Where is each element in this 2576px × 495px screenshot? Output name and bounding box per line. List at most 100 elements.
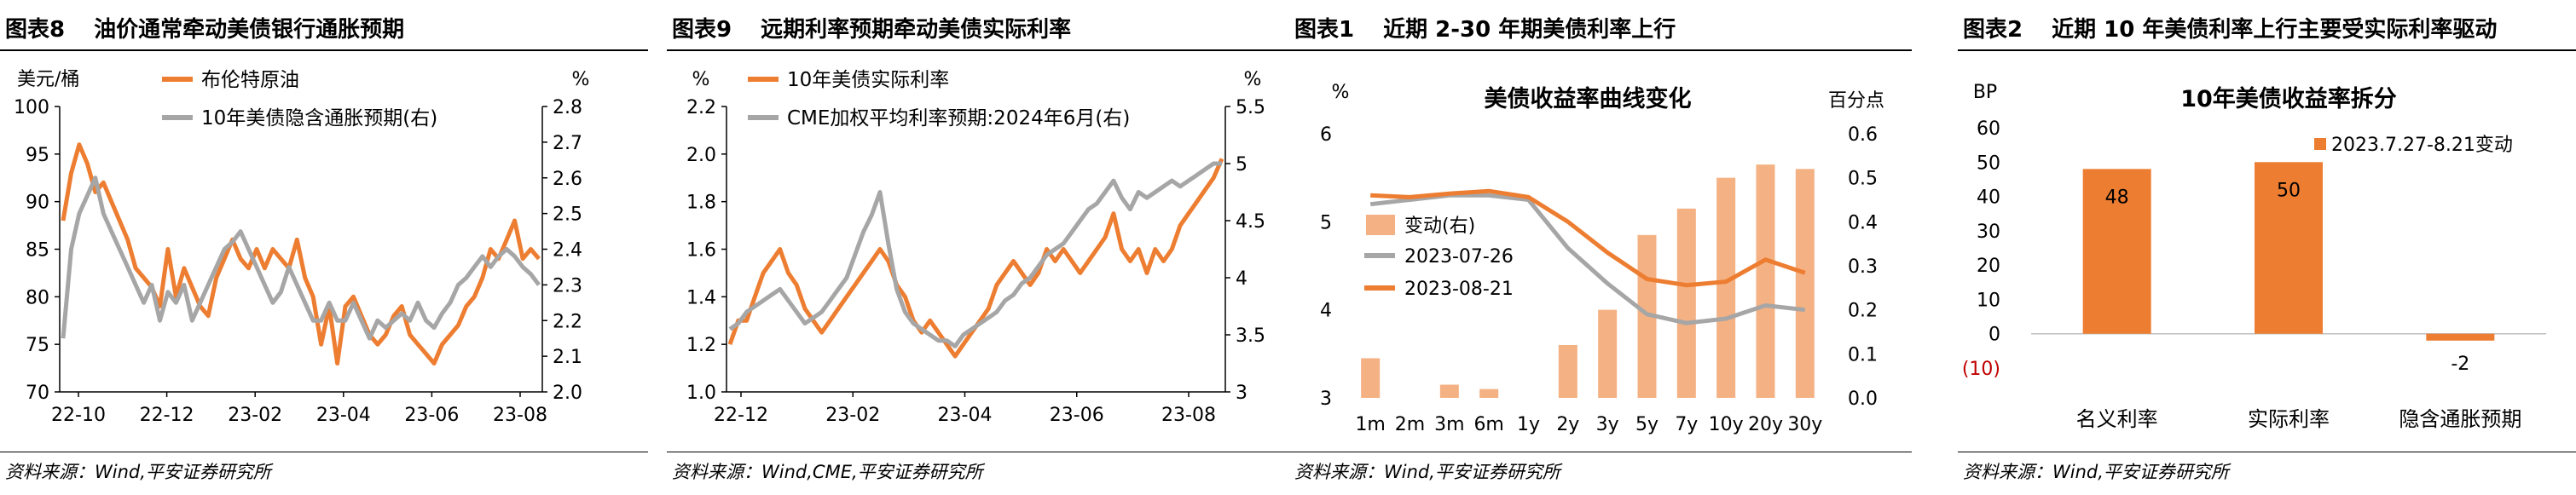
- x-category-label: 20y: [1748, 414, 1783, 435]
- series-line-1: [61, 176, 541, 341]
- chart-real-rate-vs-cme: 1.0 1.2 1.4 1.6 1.8 2.0 2.2 3 3.5 4 4.5 5 5.5% % 22-12…: [686, 69, 1265, 426]
- x-category-label: 2m: [1395, 414, 1425, 435]
- left-tick-label: 2.0: [686, 145, 716, 166]
- right-tick-label: 0.5: [1848, 169, 1878, 190]
- y-tick-label: 60: [1977, 118, 2000, 140]
- figure-title: 图表1 近期 2-30 年期美债利率上行: [1294, 17, 1676, 43]
- right-tick-label: 2.3: [553, 275, 582, 296]
- x-category-label: 1y: [1517, 414, 1540, 435]
- right-tick-label: 2.1: [553, 347, 582, 368]
- x-category-label: 实际利率: [2248, 407, 2330, 431]
- right-tick-label: 0.3: [1848, 256, 1878, 278]
- right-tick-label: 4.5: [1236, 211, 1265, 233]
- title-rule: [667, 49, 1289, 51]
- source-note: 资料来源：Wind,CME,平安证券研究所: [672, 462, 983, 482]
- bar-value-label: 50: [2277, 180, 2301, 201]
- left-tick-label: 1.4: [686, 287, 716, 308]
- title-rule: [1958, 49, 2576, 51]
- bar-change: [1479, 389, 1499, 398]
- x-tick-label: 23-06: [404, 405, 459, 426]
- right-unit-label: %: [1244, 69, 1262, 90]
- chart-title: 美债收益率曲线变化: [1485, 85, 1692, 112]
- panel-oil-inflation: 图表8 油价通常牵动美债银行通胀预期 70 75 80 85 90 95 100 2.0 2.1 2…: [0, 0, 648, 495]
- right-tick-label: 2.4: [553, 240, 582, 262]
- left-tick-label: 75: [26, 335, 49, 356]
- right-unit-label: 百分点: [1828, 90, 1884, 112]
- chart-oil-vs-breakeven: 70 75 80 85 90 95 100 2.0 2.1 2.2 2.3 2.4 2.5 2.6 2.7 2…: [14, 69, 590, 426]
- left-tick-label: 1.8: [686, 193, 716, 214]
- bar-change: [1361, 358, 1381, 398]
- figure-title: 图表9 远期利率预期牵动美债实际利率: [672, 17, 1072, 43]
- right-tick-label: 5: [1236, 154, 1247, 176]
- y-tick-label: (10): [1962, 359, 2000, 380]
- legend-label-0: 布伦特原油: [201, 69, 299, 91]
- right-unit-label: %: [572, 69, 590, 90]
- right-tick-label: 2.6: [553, 169, 582, 190]
- x-category-label: 7y: [1675, 414, 1698, 435]
- figure-title: 图表8 油价通常牵动美债银行通胀预期: [5, 17, 405, 43]
- y-tick-label: 40: [1977, 187, 2000, 209]
- bar-1: [2255, 162, 2323, 334]
- right-tick-label: 4: [1236, 268, 1247, 290]
- y-tick-label: 10: [1977, 290, 2000, 311]
- source-note: 资料来源：Wind,平安证券研究所: [5, 462, 271, 482]
- right-tick-label: 0.0: [1848, 389, 1878, 410]
- bar-2: [2426, 333, 2495, 341]
- chart-title: 10年美债收益率拆分: [2180, 85, 2397, 112]
- right-tick-label: 0.2: [1848, 301, 1878, 322]
- legend-label-0: 变动(右): [1404, 216, 1475, 237]
- legend-swatch-0: [1366, 215, 1395, 235]
- right-tick-label: 2.0: [553, 383, 582, 404]
- x-category-label: 隐含通胀预期: [2399, 407, 2521, 431]
- x-tick-label: 23-02: [228, 405, 282, 426]
- y-tick-label: 0: [1988, 325, 2000, 346]
- right-tick-label: 2.5: [553, 204, 582, 226]
- y-tick-label: 30: [1977, 222, 2000, 243]
- bar-value-label: 48: [2105, 187, 2129, 208]
- x-category-label: 30y: [1787, 414, 1822, 435]
- bar-change: [1756, 164, 1775, 398]
- left-tick-label: 95: [26, 145, 49, 166]
- bar-change: [1558, 345, 1577, 398]
- right-tick-label: 2.8: [553, 97, 582, 118]
- left-unit-label: %: [1332, 82, 1350, 103]
- right-tick-label: 0.4: [1848, 212, 1878, 233]
- legend-label-2: 2023-08-21: [1404, 279, 1514, 300]
- legend-label-1: CME加权平均利率预期:2024年6月(右): [787, 107, 1130, 130]
- series-line-2: [1370, 188, 1806, 288]
- x-category-label: 3m: [1434, 414, 1464, 435]
- series-line-0: [61, 142, 541, 365]
- bar-change: [1439, 384, 1459, 398]
- right-tick-label: 2.7: [553, 133, 582, 154]
- left-tick-label: 85: [26, 240, 49, 262]
- x-tick-label: 23-04: [938, 405, 993, 426]
- legend-label-1: 10年美债隐含通胀预期(右): [201, 107, 437, 130]
- legend-label: 2023.7.27-8.21变动: [2331, 135, 2513, 156]
- bar-change: [1795, 169, 1815, 399]
- source-note: 资料来源：Wind,平安证券研究所: [1294, 462, 1560, 482]
- bar-value-label: -2: [2451, 354, 2469, 375]
- legend-swatch: [2314, 138, 2326, 150]
- title-rule: [0, 49, 648, 51]
- left-unit-label: 美元/桶: [17, 69, 79, 90]
- bar-change: [1676, 208, 1696, 398]
- left-tick-label: 100: [14, 97, 49, 118]
- right-tick-label: 5.5: [1236, 97, 1265, 118]
- chart-yield-decomposition: 10年美债收益率拆分 BP 60 50 40 30 20 10 0 (10) 48 名义利率 50 实际利…: [1962, 82, 2546, 431]
- x-category-label: 1m: [1355, 414, 1385, 435]
- right-tick-label: 0.6: [1848, 124, 1878, 146]
- right-tick-label: 2.2: [553, 311, 582, 332]
- x-tick-label: 22-10: [51, 405, 106, 426]
- x-tick-label: 23-08: [1161, 405, 1216, 426]
- source-note: 资料来源：Wind,平安证券研究所: [1963, 462, 2229, 482]
- left-tick-label: 2.2: [686, 97, 716, 118]
- left-unit-label: %: [692, 69, 710, 90]
- left-unit-label: BP: [1973, 82, 1997, 103]
- left-tick-label: 5: [1320, 212, 1332, 233]
- series-line-1: [728, 161, 1222, 348]
- panel-yield-decomposition: 图表2 近期 10 年美债利率上行主要受实际利率驱动 10年美债收益率拆分 BP 60…: [1958, 0, 2576, 495]
- chart-yield-curve-change: 美债收益率曲线变化% 百分点 3 4 5 6 0.0 0.1 0.2 0.3 0.4 0.5 0.6 1m…: [1320, 82, 1884, 435]
- x-tick-label: 22-12: [714, 405, 768, 426]
- x-category-label: 10y: [1709, 414, 1744, 435]
- x-category-label: 2y: [1556, 414, 1579, 435]
